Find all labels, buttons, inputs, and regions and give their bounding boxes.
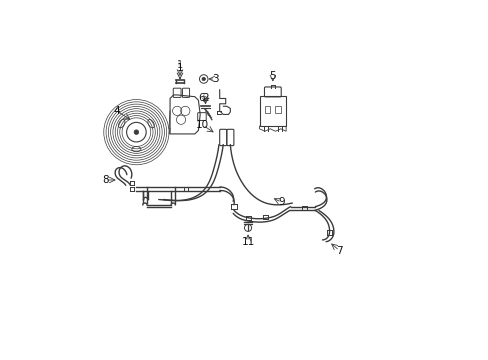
Text: 11: 11	[241, 237, 254, 247]
Text: 1: 1	[176, 63, 183, 73]
Text: 6: 6	[198, 94, 205, 103]
Circle shape	[202, 77, 205, 81]
Text: 1: 1	[177, 60, 183, 70]
Text: 8: 8	[102, 175, 108, 185]
Text: 2: 2	[202, 94, 208, 103]
Text: 3: 3	[212, 74, 218, 84]
Text: 5: 5	[269, 71, 276, 81]
Text: 4: 4	[113, 106, 120, 116]
Circle shape	[134, 130, 139, 134]
Text: 9: 9	[278, 197, 285, 207]
Text: 7: 7	[335, 246, 342, 256]
Text: 10: 10	[196, 120, 209, 130]
